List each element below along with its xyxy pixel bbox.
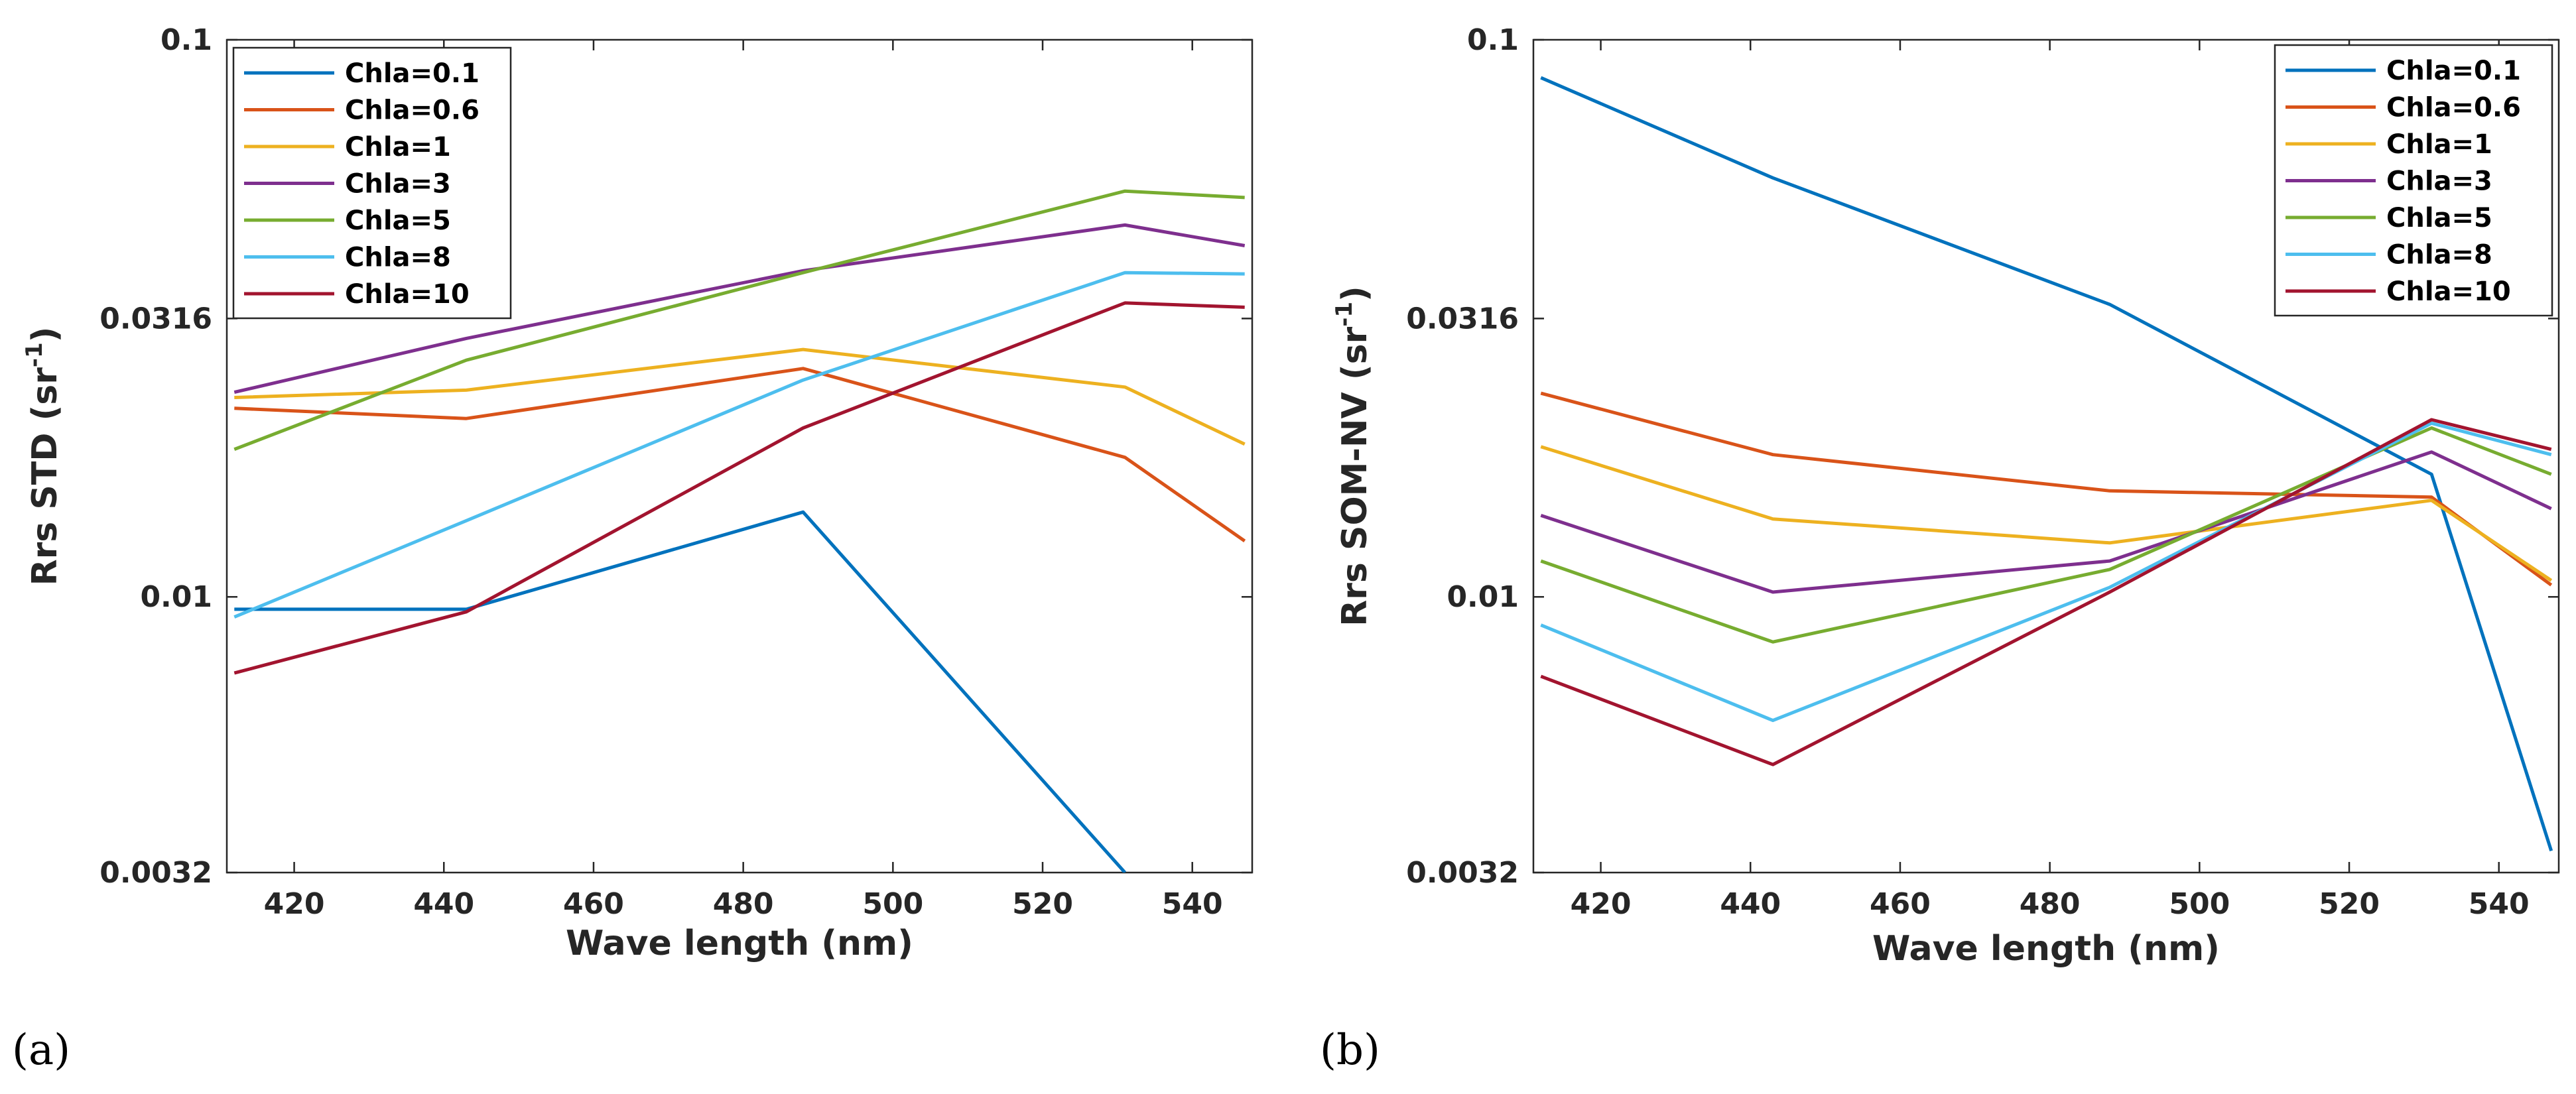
x-axis-label: Wave length (nm) [1872, 929, 2220, 969]
x-tick-label: 460 [1870, 887, 1931, 921]
legend-entry: Chla=5 [2386, 203, 2492, 233]
x-tick-label: 540 [1162, 887, 1223, 921]
series-line-chla-0-1 [234, 510, 1127, 873]
x-tick-label: 440 [1720, 887, 1781, 921]
panel-b: 420 440 460 480 500 520 540 0.0032 0.01 0.0316 0.1… [1320, 23, 2560, 1075]
legend-entry: Chla=1 [345, 132, 451, 162]
legend-entry: Chla=0.6 [2386, 93, 2521, 123]
y-axis-label-sup: -1 [1331, 302, 1358, 327]
y-tick-label: 0.0032 [99, 856, 212, 890]
series-line-chla-0-1 [1540, 76, 2553, 852]
series-line-chla-8 [1540, 421, 2552, 723]
series-line-chla-1 [234, 347, 1246, 446]
y-axis-label-close: ) [25, 327, 65, 343]
legend-entry: Chla=10 [345, 279, 470, 310]
y-tick-label: 0.0316 [1406, 302, 1519, 335]
panel-a: 420 440 460 480 500 520 540 0.0032 0.01 0.0316 0.1… [12, 23, 1254, 1075]
y-tick-label: 0.1 [1467, 23, 1519, 57]
legend-entry: Chla=3 [345, 169, 451, 200]
series-line-chla-1 [1540, 445, 2553, 582]
x-tick-label: 440 [413, 887, 474, 921]
x-tick-label: 540 [2469, 887, 2530, 921]
series-line-chla-10 [1540, 418, 2552, 766]
series-line-chla-5 [233, 189, 1245, 452]
legend-entry: Chla=0.1 [2386, 56, 2521, 86]
y-tick-label: 0.01 [1447, 580, 1519, 614]
y-axis-label-main: Rrs STD (sr [25, 367, 65, 586]
legend-entry: Chla=5 [345, 206, 451, 236]
y-tick-label: 0.1 [161, 23, 212, 57]
y-tick-label: 0.0316 [99, 302, 212, 335]
x-tick-label: 420 [1571, 887, 1632, 921]
y-axis-label: Rrs SOM-NV (sr-1) [1331, 286, 1375, 627]
series-line-chla-3 [1540, 450, 2552, 594]
x-tick-label: 480 [713, 887, 774, 921]
legend-entry: Chla=8 [345, 243, 451, 273]
x-tick-label: 420 [264, 887, 325, 921]
x-axis-label: Wave length (nm) [566, 924, 913, 963]
y-axis-label: Rrs STD (sr-1) [21, 327, 65, 586]
y-axis-label-sup: -1 [21, 342, 48, 367]
series-group [233, 189, 1246, 873]
y-axis-label-close: ) [1335, 286, 1375, 302]
legend-entry: Chla=0.1 [345, 58, 480, 89]
y-axis-label-main: Rrs SOM-NV (sr [1335, 326, 1375, 626]
series-line-chla-10 [233, 301, 1245, 675]
legend-entry: Chla=1 [2386, 129, 2492, 160]
legend-entry: Chla=3 [2386, 166, 2492, 197]
x-tick-label: 500 [2169, 887, 2230, 921]
legend-entry: Chla=0.6 [345, 95, 480, 126]
panel-label: (b) [1320, 1026, 1380, 1075]
x-tick-label: 480 [2020, 887, 2081, 921]
series-line-chla-0-6 [234, 367, 1246, 542]
y-tick-label: 0.01 [140, 580, 212, 614]
series-line-chla-5 [1540, 426, 2552, 644]
x-tick-label: 460 [563, 887, 624, 921]
series-line-chla-8 [233, 271, 1245, 619]
legend-entry: Chla=8 [2386, 240, 2492, 271]
series-group [1540, 76, 2553, 852]
x-tick-label: 520 [2319, 887, 2380, 921]
legend-entry: Chla=10 [2386, 276, 2511, 307]
x-tick-label: 500 [862, 887, 923, 921]
y-tick-label: 0.0032 [1406, 856, 1519, 890]
series-line-chla-3 [233, 223, 1246, 395]
panel-label: (a) [12, 1026, 70, 1075]
x-tick-label: 520 [1012, 887, 1073, 921]
